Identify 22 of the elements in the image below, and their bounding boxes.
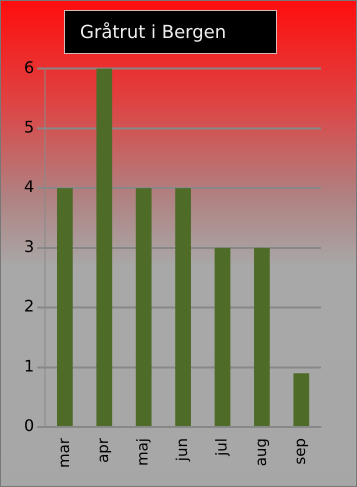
x-tick-label: mar (54, 437, 73, 468)
x-tick-label: apr (94, 437, 112, 463)
bar (57, 188, 73, 426)
x-tick-label: sep (291, 438, 310, 465)
y-tick-label: 5 (24, 117, 34, 136)
y-tick-label: 6 (24, 58, 34, 77)
y-tick-label: 3 (24, 236, 34, 256)
y-tick-label: 0 (24, 416, 34, 436)
chart-title: Gråtrut i Bergen (64, 10, 277, 54)
x-tick-label: jul (212, 438, 230, 457)
x-tick-label: maj (134, 438, 152, 466)
bar (175, 188, 191, 426)
x-tick-label: aug (252, 438, 270, 466)
bar (96, 68, 112, 426)
x-tick-label: jun (172, 438, 191, 462)
y-tick-label: 1 (24, 356, 34, 376)
bar (254, 248, 270, 426)
y-tick-label: 4 (24, 177, 34, 196)
bar (136, 188, 152, 426)
bar (214, 248, 230, 426)
bar (293, 373, 310, 426)
y-tick-label: 2 (24, 296, 34, 316)
